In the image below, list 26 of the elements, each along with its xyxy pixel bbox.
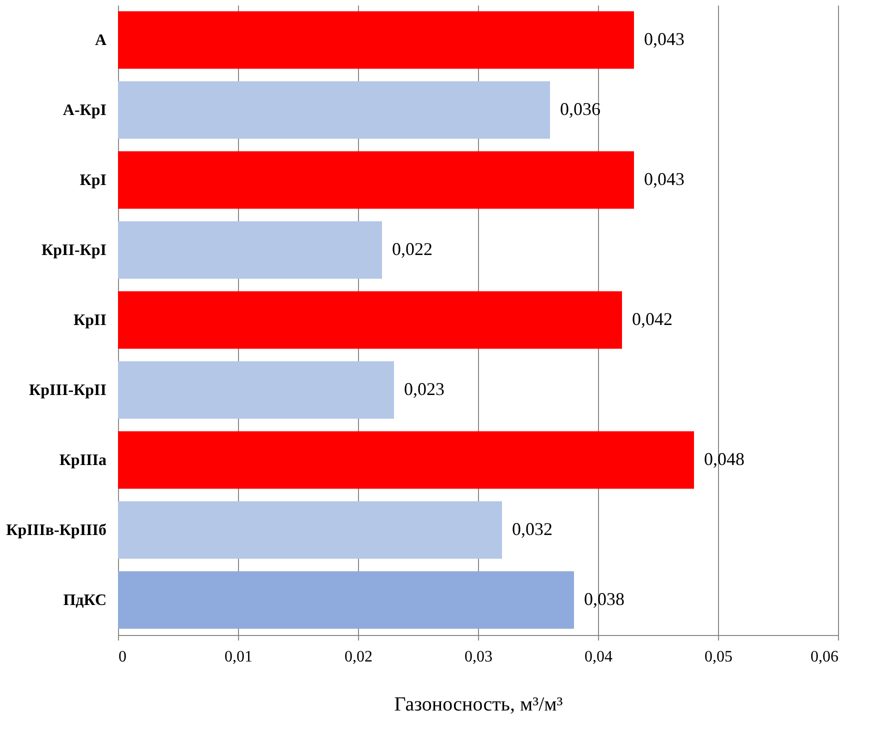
data-label: 0,023 (404, 379, 444, 399)
x-tick-label: 0,05 (704, 648, 732, 666)
data-label: 0,036 (560, 99, 600, 119)
data-label: 0,038 (584, 589, 624, 609)
y-tick-label: А-КрI (62, 102, 106, 119)
y-tick-label: КрIIIв-КрIIIб (6, 522, 106, 539)
data-label: 0,043 (644, 169, 684, 189)
y-tick-label: КрII (74, 312, 106, 329)
data-label: 0,022 (392, 239, 432, 259)
x-tick-label: 0,03 (464, 648, 492, 666)
x-tick-label: 0,04 (584, 648, 612, 666)
y-tick-label: КрII-КрI (41, 242, 106, 259)
data-label: 0,042 (632, 309, 672, 329)
y-tick-label: КрIIIа (59, 452, 106, 469)
y-tick-label: ПдКС (63, 592, 106, 609)
x-tick-label: 0,06 (810, 648, 838, 666)
x-tick-label: 0 (118, 648, 126, 666)
y-tick-label: А (94, 32, 107, 49)
x-tick-label: 0,01 (224, 648, 252, 666)
data-label: 0,032 (512, 519, 552, 539)
y-tick-label: КрI (80, 172, 106, 189)
x-tick-label: 0,02 (344, 648, 372, 666)
data-label: 0,048 (704, 449, 744, 469)
x-axis-title: Газоносность, м³/м³ (394, 694, 563, 716)
y-tick-label: КрIII-КрII (29, 382, 106, 399)
data-label: 0,043 (644, 29, 684, 49)
